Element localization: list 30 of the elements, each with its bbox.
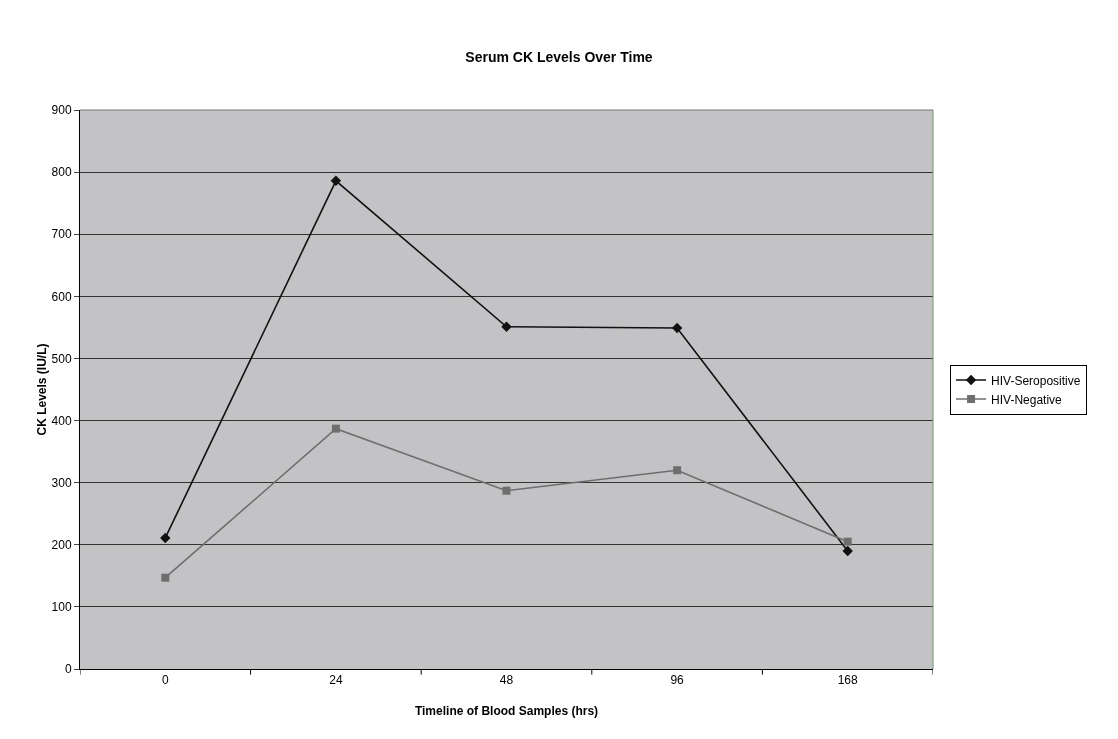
y-tick-label: 0 [64,662,72,677]
y-tick-label: 300 [51,475,72,490]
x-tick-label: 168 [837,673,859,688]
point [501,321,512,332]
x-tick-label: 0 [161,673,169,688]
x-tick-label: 96 [670,673,685,688]
chart-title: Serum CK Levels Over Time [465,48,653,65]
x-axis-title: Timeline of Blood Samples (hrs) [414,704,599,718]
y-tick-label: 200 [51,537,72,552]
point [842,545,853,557]
x-tick-label: 24 [329,673,343,688]
y-tick-label: 900 [51,103,72,118]
y-tick-label: 800 [51,165,72,180]
point [331,424,340,433]
x-tick-label: 48 [499,673,514,688]
y-axis-title: CK Levels (IU/L) [35,343,49,436]
y-tick-label: 500 [51,351,72,366]
point [330,175,342,187]
point [161,573,170,582]
legend-label: HIV-Seropositive [991,373,1081,388]
y-tick-label: 400 [51,413,72,428]
point [671,322,683,334]
y-tick-label: 700 [51,227,72,242]
legend-label: HIV-Negative [991,392,1063,407]
point [673,466,682,475]
point [843,537,852,546]
point [160,532,171,544]
y-tick-label: 600 [51,289,72,304]
y-tick-label: 100 [51,600,72,615]
point [502,486,511,495]
